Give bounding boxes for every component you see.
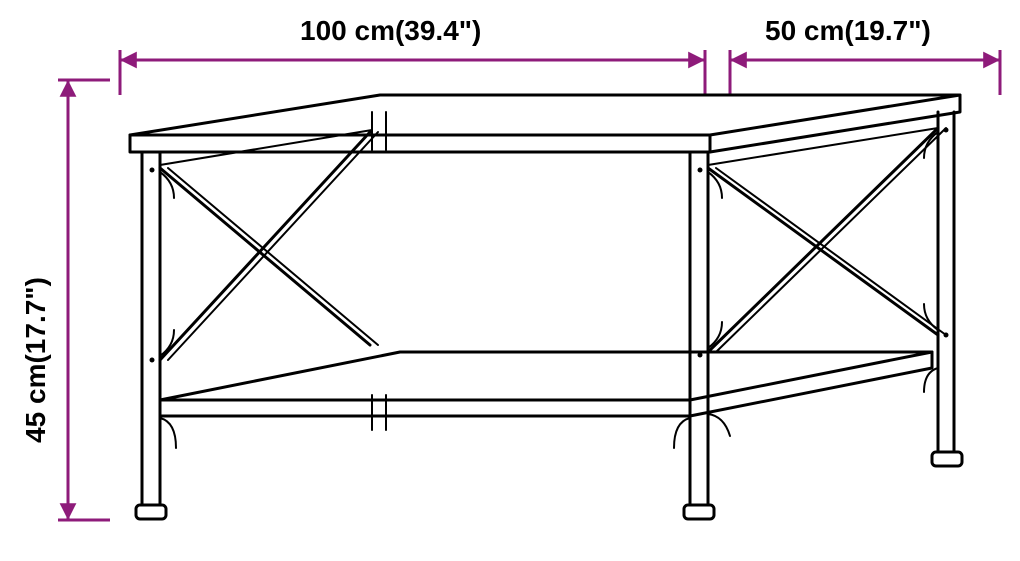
dim-height: 45 cm(17.7") xyxy=(20,80,110,520)
dim-width-label: 100 cm(39.4") xyxy=(300,15,481,46)
dim-height-label: 45 cm(17.7") xyxy=(20,277,51,443)
right-x-brace xyxy=(708,128,946,352)
dim-depth: 50 cm(19.7") xyxy=(730,15,1000,95)
dimension-drawing: 45 cm(17.7") 100 cm(39.4") 50 cm(19.7") xyxy=(0,0,1020,561)
dim-depth-label: 50 cm(19.7") xyxy=(765,15,931,46)
left-x-brace xyxy=(160,130,378,360)
table-drawing xyxy=(130,95,962,519)
dim-width: 100 cm(39.4") xyxy=(120,15,705,95)
